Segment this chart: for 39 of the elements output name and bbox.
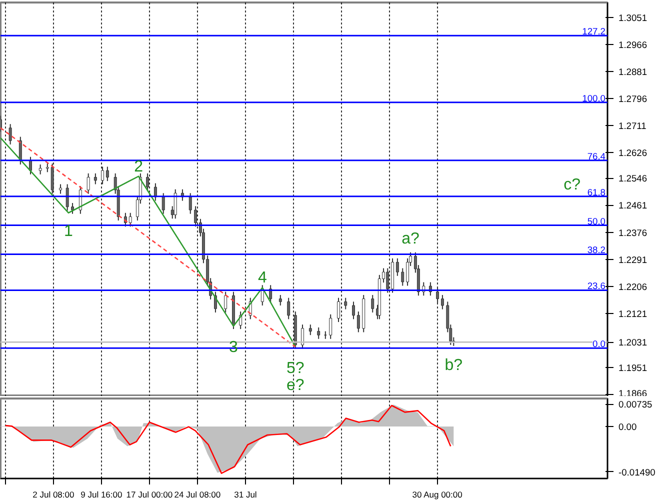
y-tick-label: 1.2291 <box>618 254 648 265</box>
annotation: 76.4 <box>587 151 606 162</box>
x-tick-label: 24 Jul 08:00 <box>174 490 221 500</box>
annotation: 1 <box>64 222 73 240</box>
y-tick-label: 1.2031 <box>618 338 648 348</box>
annotation: 2 <box>134 158 144 176</box>
annotation: 5? <box>286 360 304 377</box>
annotation: 23.6 <box>587 281 606 292</box>
y-tick-label: 0.00735 <box>618 400 652 410</box>
x-tick-label: 31 Jul <box>234 490 257 500</box>
y-tick-label: 0.00 <box>618 422 637 432</box>
y-tick-label: -0.01490 <box>618 467 656 478</box>
y-tick-label: 1.2626 <box>618 148 648 158</box>
x-tick-label: 9 Jul 16:00 <box>80 490 123 500</box>
annotation: b? <box>444 356 463 374</box>
annotation: 38.2 <box>587 245 606 256</box>
annotation: 127.2 <box>582 26 606 37</box>
annotation: 0.0 <box>592 339 606 350</box>
x-tick-label: 2 Jul 08:00 <box>32 490 74 500</box>
x-tick-label: 30 Aug 00:00 <box>412 490 463 500</box>
annotation: c? <box>564 176 581 194</box>
annotation: e? <box>286 376 304 394</box>
y-tick-label: 1.2376 <box>618 228 648 238</box>
y-tick-label: 1.2206 <box>618 282 648 292</box>
x-tick-label: 17 Jul 00:00 <box>126 490 173 500</box>
y-tick-label: 1.2966 <box>618 40 648 50</box>
annotation: 4 <box>258 270 267 287</box>
y-tick-label: 1.3051 <box>618 12 648 23</box>
y-tick-label: 1.2546 <box>618 174 648 184</box>
y-tick-label: 1.2461 <box>618 200 648 211</box>
y-tick-label: 1.1951 <box>618 363 648 374</box>
y-tick-label: 1.2796 <box>618 94 648 104</box>
annotation: 50.0 <box>587 216 606 226</box>
annotation: a? <box>402 230 420 248</box>
annotation: 61.8 <box>587 187 606 198</box>
annotation: 100.0 <box>582 93 606 104</box>
y-tick-label: 1.2121 <box>618 308 648 319</box>
y-tick-label: 1.2711 <box>618 121 646 132</box>
y-tick-label: 1.2881 <box>618 67 648 78</box>
